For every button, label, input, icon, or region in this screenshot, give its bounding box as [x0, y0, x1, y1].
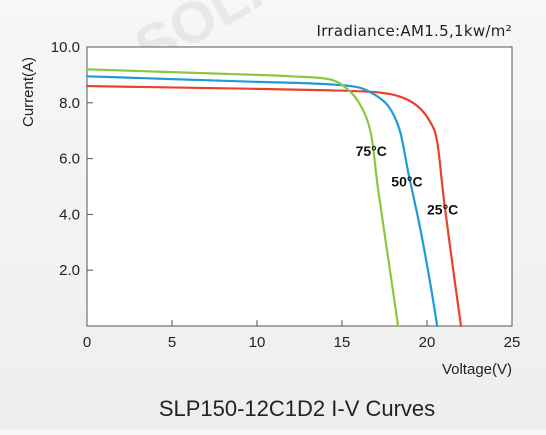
series-labels: 25°C 50°C75°C	[356, 143, 459, 218]
series-lines	[85, 68, 463, 328]
x-tick-label: 15	[334, 334, 351, 351]
x-axis-title: Voltage(V)	[442, 361, 512, 378]
y-tick-label: 6.0	[59, 151, 80, 168]
y-tick-label: 2.0	[59, 262, 80, 279]
series-line-75c	[85, 68, 400, 328]
y-axis-ticks: 2.0 4.0 6.0 8.0 10.0	[51, 39, 93, 279]
x-tick-label: 25	[504, 334, 521, 351]
irradiance-annotation: Irradiance:AM1.5,1kw/m²	[316, 22, 512, 40]
x-tick-label: 20	[419, 334, 436, 351]
series-label-25c: 25°C	[427, 201, 458, 217]
series-line-25c	[85, 84, 463, 328]
series-line-50c	[85, 75, 439, 328]
chart-title: SLP150-12C1D2 I-V Curves	[159, 396, 435, 421]
y-tick-label: 8.0	[59, 95, 80, 112]
plot-area	[86, 46, 513, 327]
x-tick-label: 0	[83, 334, 91, 351]
x-tick-label: 5	[168, 334, 176, 351]
series-label-50c: 50°C	[391, 174, 422, 190]
y-axis-title: Current(A)	[20, 57, 37, 127]
x-tick-label: 10	[249, 334, 266, 351]
series-label-75c: 75°C	[356, 143, 387, 159]
x-axis-ticks: 0 5 10 15 20 25	[83, 320, 521, 351]
y-tick-label: 4.0	[59, 206, 80, 223]
y-tick-label: 10.0	[51, 39, 80, 56]
